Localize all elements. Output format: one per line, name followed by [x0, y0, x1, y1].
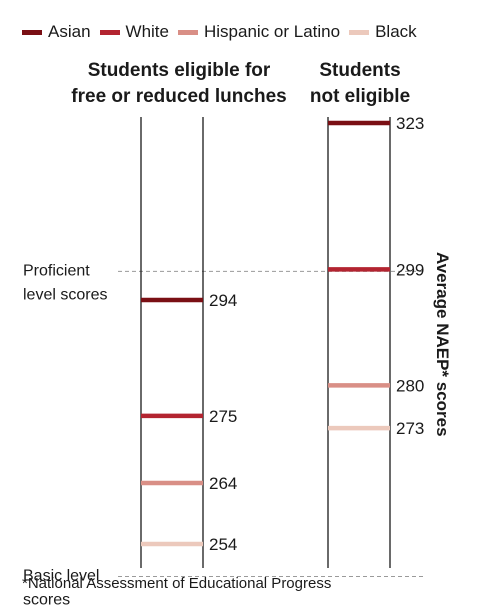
score-label-not-eligible-hispanic: 280	[396, 376, 424, 395]
score-label-not-eligible-black: 273	[396, 419, 424, 438]
legend-item-black: Black	[349, 22, 417, 42]
legend-item-hispanic: Hispanic or Latino	[178, 22, 340, 42]
reference-label-basic: Basic level scores	[23, 568, 104, 608]
reference-label-proficient-line1: Proficient	[23, 262, 90, 279]
legend-item-asian: Asian	[22, 22, 91, 42]
reference-label-proficient: Proficient level scores	[23, 262, 107, 303]
legend-swatch-asian	[22, 29, 42, 35]
legend-swatch-hispanic	[178, 29, 198, 35]
reference-label-basic-line2: scores	[23, 592, 70, 608]
legend-label-asian: Asian	[48, 22, 91, 41]
legend-label-white: White	[125, 22, 169, 41]
group-title-not-eligible-line1: Students	[319, 60, 401, 81]
reference-label-basic-line1: Basic level	[23, 568, 99, 585]
legend-swatch-white	[99, 29, 120, 35]
score-label-eligible-black: 254	[209, 535, 237, 554]
legend-label-hispanic: Hispanic or Latino	[204, 22, 341, 41]
group-title-eligible-line1: Students eligible for	[87, 60, 271, 81]
group-title-eligible: Students eligible for free or reduced lu…	[56, 58, 302, 110]
group-title-not-eligible: Students not eligible	[295, 58, 425, 110]
score-label-eligible-white: 275	[209, 407, 237, 426]
score-label-not-eligible-white: 299	[396, 260, 424, 279]
score-label-eligible-asian: 294	[209, 291, 237, 310]
footnote: *National Assessment of Educational Prog…	[22, 575, 332, 592]
score-label-eligible-hispanic: 264	[209, 474, 237, 493]
y-axis-title: Average NAEP* scores	[433, 252, 452, 437]
legend: Asian White Hispanic or Latino Black	[22, 22, 426, 42]
group-title-not-eligible-line2: not eligible	[309, 86, 411, 107]
legend-item-white: White	[99, 22, 169, 42]
group-title-eligible-line2: free or reduced lunches	[71, 86, 287, 107]
legend-swatch-black	[349, 29, 370, 35]
score-label-not-eligible-asian: 323	[396, 114, 424, 133]
legend-label-black: Black	[375, 22, 417, 41]
reference-label-proficient-line2: level scores	[23, 286, 107, 303]
